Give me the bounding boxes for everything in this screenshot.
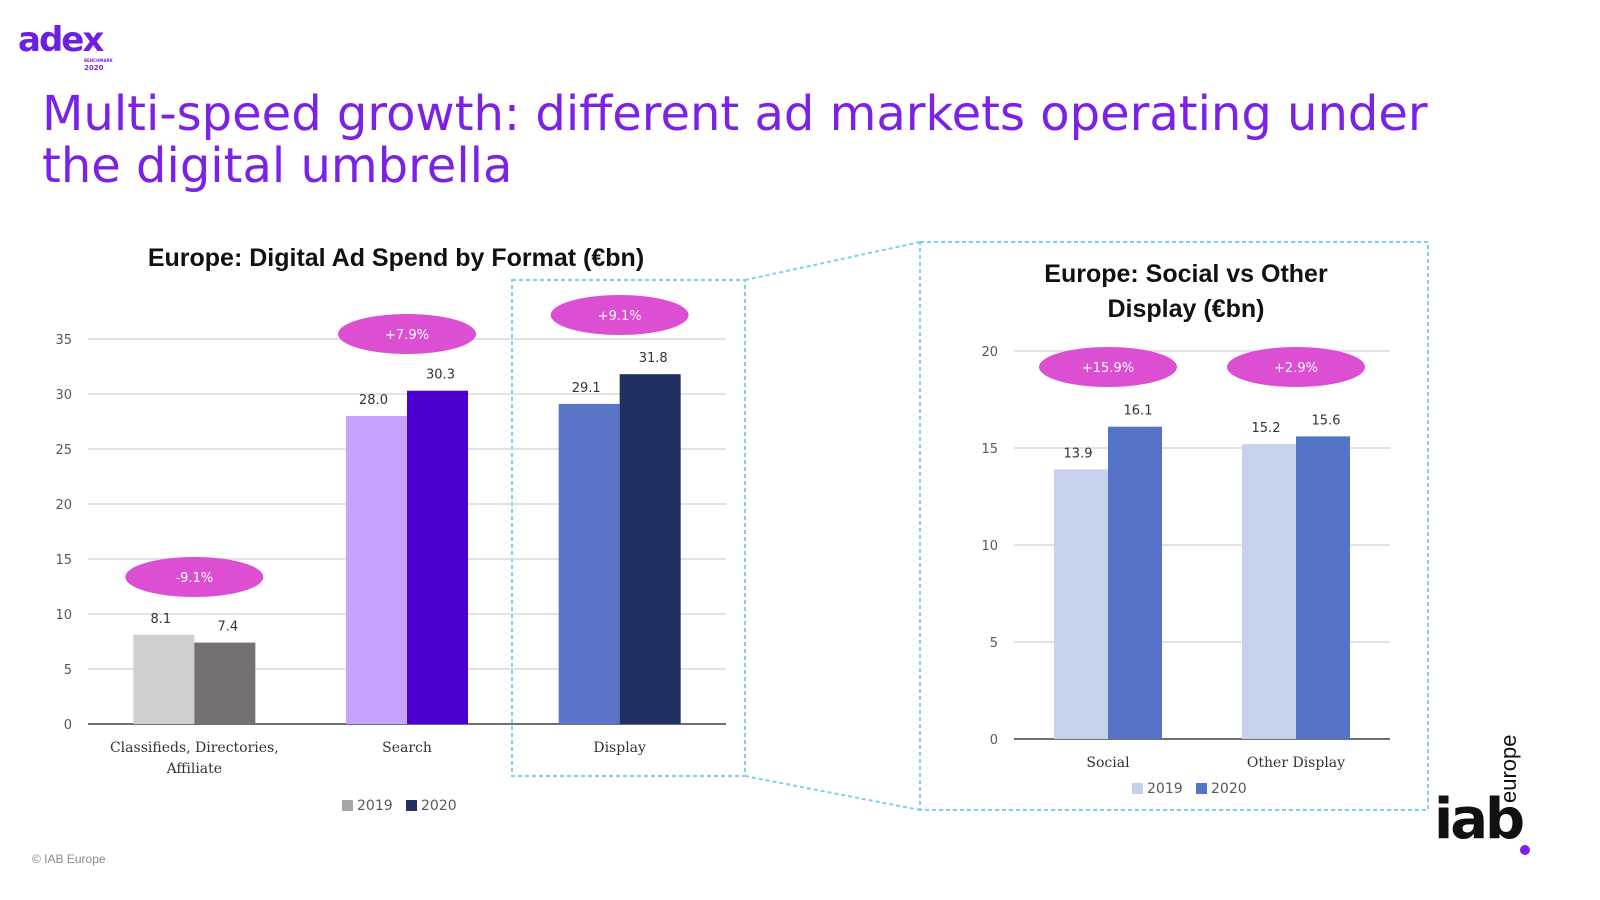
bar-2020-search xyxy=(407,390,468,724)
bar-2019-classifieds-directories-affiliate xyxy=(133,634,195,724)
zoom-connector-top xyxy=(744,241,921,281)
bar-2020-other-display xyxy=(1296,436,1350,739)
data-label: 28.0 xyxy=(359,393,388,408)
chart-title: Europe: Social vs Other xyxy=(1044,260,1328,288)
data-label: 29.1 xyxy=(572,381,601,396)
data-label: 30.3 xyxy=(426,368,455,383)
data-label: 15.2 xyxy=(1252,421,1281,436)
category-label: Classifieds, Directories, xyxy=(110,740,279,756)
growth-pill xyxy=(1227,347,1365,387)
adex-logo-word: adex xyxy=(18,20,104,60)
adex-logo: adex BENCHMARK 2020 xyxy=(18,20,118,72)
growth-pill xyxy=(125,557,264,597)
category-label: Other Display xyxy=(1247,755,1345,771)
y-tick-label: 0 xyxy=(64,718,72,733)
bar-2019-display xyxy=(558,403,620,724)
y-tick-label: 10 xyxy=(981,539,998,554)
y-tick-label: 10 xyxy=(55,608,72,623)
y-tick-label: 20 xyxy=(55,498,72,513)
data-label: 31.8 xyxy=(639,351,668,366)
y-tick-label: 35 xyxy=(55,333,72,348)
legend-swatch-2020 xyxy=(1196,783,1207,794)
digital-ad-spend-chart: Europe: Digital Ad Spend by Format (€bn)… xyxy=(55,244,726,814)
y-tick-label: 20 xyxy=(981,345,998,360)
data-label: 13.9 xyxy=(1064,446,1093,461)
adex-logo-subtitle: BENCHMARK xyxy=(84,58,113,63)
legend-label-2020: 2020 xyxy=(1211,781,1247,797)
y-tick-label: 15 xyxy=(981,442,998,457)
social-vs-display-chart: Europe: Social vs Other Display (€bn) 0 5 10… xyxy=(981,260,1390,797)
growth-pill xyxy=(1039,347,1177,387)
data-label: 7.4 xyxy=(217,620,238,635)
bar-2019-other-display xyxy=(1242,444,1296,739)
legend-swatch-2019 xyxy=(1132,783,1143,794)
growth-label: +2.9% xyxy=(1274,361,1318,376)
iab-europe-logo: iab europe xyxy=(1430,734,1545,865)
category-label: Search xyxy=(382,740,432,756)
legend-label-2019: 2019 xyxy=(357,798,393,814)
adex-logo-year: 2020 xyxy=(84,64,104,72)
category-label: Display xyxy=(593,740,646,756)
legend-swatch-2019 xyxy=(342,800,353,811)
zoom-chart-box xyxy=(919,241,1429,811)
bar-2019-social xyxy=(1054,469,1108,739)
growth-label: +7.9% xyxy=(385,328,429,343)
iab-logo-text: iab xyxy=(1434,787,1525,852)
chart-title: Display (€bn) xyxy=(1108,295,1265,323)
growth-label: +9.1% xyxy=(598,309,642,324)
data-label: 16.1 xyxy=(1124,404,1153,419)
page-title: Multi-speed growth: different ad markets… xyxy=(42,86,1428,194)
chart-title: Europe: Digital Ad Spend by Format (€bn) xyxy=(148,244,644,272)
data-label: 15.6 xyxy=(1312,413,1341,428)
growth-label: -9.1% xyxy=(175,571,213,586)
bar-2020-social xyxy=(1108,426,1162,739)
bar-2020-classifieds-directories-affiliate xyxy=(194,642,256,724)
iab-logo-dot xyxy=(1520,845,1530,855)
y-tick-label: 5 xyxy=(990,636,998,651)
copyright: © IAB Europe xyxy=(32,852,106,866)
legend-swatch-2020 xyxy=(406,800,417,811)
bar-2019-search xyxy=(346,416,407,724)
growth-pill xyxy=(338,314,476,354)
legend-label-2019: 2019 xyxy=(1147,781,1183,797)
data-label: 8.1 xyxy=(150,612,171,627)
iab-logo-europe: europe xyxy=(1496,734,1521,803)
growth-label: +15.9% xyxy=(1082,361,1134,376)
y-tick-label: 30 xyxy=(55,388,72,403)
y-tick-label: 25 xyxy=(55,443,72,458)
legend-label-2020: 2020 xyxy=(421,798,457,814)
y-tick-label: 15 xyxy=(55,553,72,568)
growth-pill xyxy=(550,295,689,335)
zoom-connector-bottom xyxy=(744,775,921,811)
y-tick-label: 5 xyxy=(64,663,72,678)
y-tick-label: 0 xyxy=(990,733,998,748)
category-label: Social xyxy=(1086,755,1130,771)
category-label: Affiliate xyxy=(166,761,223,777)
bar-2020-display xyxy=(619,374,681,724)
